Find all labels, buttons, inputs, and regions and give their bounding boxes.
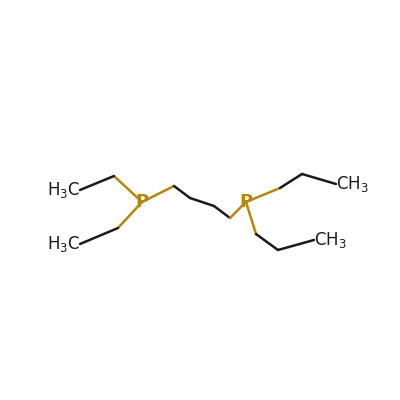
Text: H$_3$C: H$_3$C <box>47 180 80 200</box>
Text: H$_3$C: H$_3$C <box>47 234 80 254</box>
Text: CH$_3$: CH$_3$ <box>336 174 369 194</box>
Text: CH$_3$: CH$_3$ <box>314 230 347 250</box>
Text: P: P <box>240 193 252 211</box>
Text: P: P <box>136 193 148 211</box>
